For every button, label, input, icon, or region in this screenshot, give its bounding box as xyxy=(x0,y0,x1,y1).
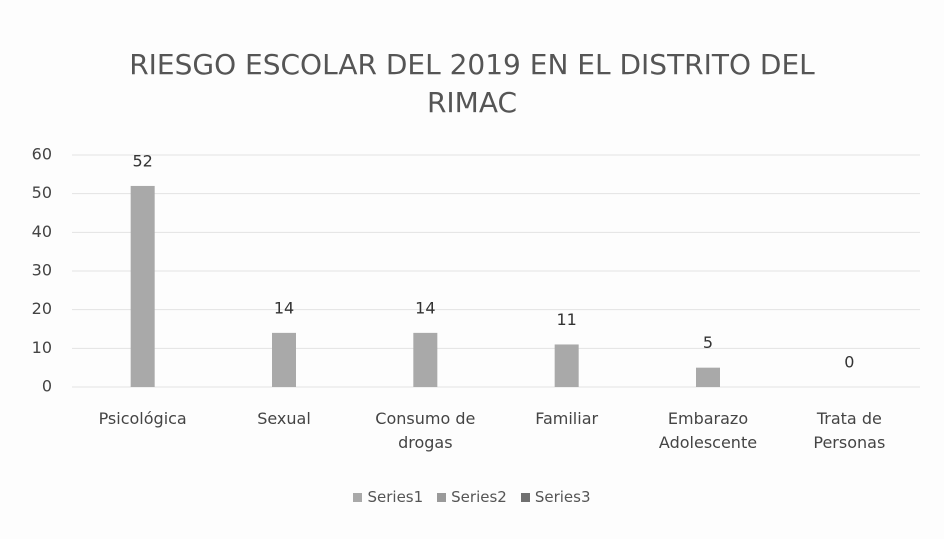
data-label: 52 xyxy=(132,151,152,170)
legend-item: Series3 xyxy=(520,488,591,506)
y-tick-label: 10 xyxy=(32,338,52,357)
legend-swatch xyxy=(520,493,530,502)
x-tick-label: Embarazo Adolescente xyxy=(658,409,758,452)
y-tick-label: 0 xyxy=(42,377,52,396)
data-label: 0 xyxy=(844,353,854,372)
bar xyxy=(696,367,720,387)
y-tick-label: 60 xyxy=(32,145,52,164)
x-tick-label: Sexual xyxy=(257,409,311,428)
data-label: 14 xyxy=(415,298,435,317)
y-tick-label: 50 xyxy=(32,183,52,202)
x-tick-label: Familiar xyxy=(535,409,599,428)
bar xyxy=(554,344,579,387)
legend-label: Series2 xyxy=(451,488,507,506)
chart-title: RIESGO ESCOLAR DEL 2019 EN EL DISTRITO D… xyxy=(129,48,815,119)
legend: Series1 Series2 Series3 xyxy=(0,488,944,506)
bar xyxy=(130,185,155,387)
bar xyxy=(413,332,438,387)
data-label: 14 xyxy=(274,298,294,317)
data-label: 5 xyxy=(703,333,713,352)
y-tick-label: 30 xyxy=(32,261,52,280)
legend-swatch xyxy=(353,493,363,502)
x-tick-label: Trata de Personas xyxy=(813,409,886,452)
x-tick-label: Psicológica xyxy=(98,409,187,428)
legend-item: Series1 xyxy=(353,488,423,506)
bar xyxy=(272,332,296,387)
legend-swatch xyxy=(437,493,447,502)
y-tick-label: 40 xyxy=(32,222,52,241)
y-tick-label: 20 xyxy=(32,299,52,318)
legend-label: Series3 xyxy=(534,488,591,506)
legend-item: Series2 xyxy=(437,488,507,506)
data-label: 11 xyxy=(556,310,576,329)
legend-label: Series1 xyxy=(367,488,424,506)
x-tick-label: Consumo de drogas xyxy=(375,409,476,452)
